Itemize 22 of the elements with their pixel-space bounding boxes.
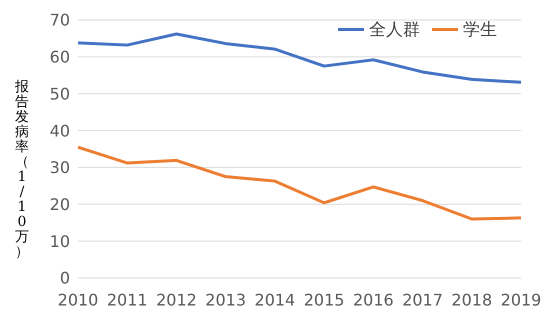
y-tick-label: 10	[50, 232, 70, 251]
legend-label: 学生	[463, 19, 497, 41]
y-tick-label: 70	[50, 10, 70, 30]
y-tick-label: 40	[50, 121, 70, 140]
y-tick-label: 50	[50, 84, 70, 104]
x-tick-label: 2017	[402, 290, 443, 310]
x-tick-label: 2013	[205, 290, 246, 310]
x-tick-label: 2014	[254, 290, 296, 310]
x-tick-label: 2012	[156, 290, 197, 310]
text: 报告发病率（1/10万）	[15, 79, 29, 260]
x-tick-label: 2010	[58, 290, 98, 310]
y-tick-label: 0	[60, 268, 70, 288]
legend-label: 全人群	[369, 19, 420, 41]
line-series	[76, 146, 522, 221]
x-tick-label: 2019	[500, 290, 542, 310]
x-tick-label: 2011	[106, 290, 148, 310]
y-tick-label: 20	[50, 194, 70, 214]
x-tick-label: 2015	[304, 290, 344, 310]
x-tick-label: 2016	[352, 290, 394, 310]
x-tick-label: 2018	[451, 290, 492, 310]
y-tick-label: 30	[50, 158, 70, 178]
y-tick-label: 60	[50, 48, 70, 67]
